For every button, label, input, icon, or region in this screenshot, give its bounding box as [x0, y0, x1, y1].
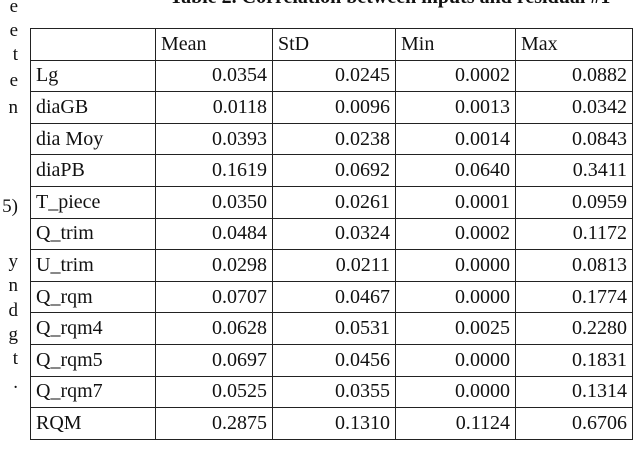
table-row: diaGB 0.0118 0.0096 0.0013 0.0342 — [30, 91, 633, 124]
table-cell: 0.1124 — [395, 407, 516, 440]
table: Mean StD Min Max Lg 0.0354 0.0245 0.0002 0.0882 d… — [30, 28, 633, 440]
table-cell: 0.1774 — [515, 280, 633, 314]
table-cell: 0.0118 — [155, 91, 273, 124]
row-label: Q_rqm5 — [30, 343, 156, 377]
row-label: Q_trim — [30, 217, 156, 251]
table-row: T_piece 0.0350 0.0261 0.0001 0.0959 — [30, 185, 633, 219]
table-cell: 0.1310 — [272, 407, 396, 440]
table-row: Q_rqm4 0.0628 0.0531 0.0025 0.2280 — [30, 312, 633, 345]
row-label: Q_rqm7 — [30, 375, 156, 409]
header-row: Mean StD Min Max — [30, 28, 633, 61]
table-cell: 0.0628 — [155, 312, 273, 345]
table-cell: 0.0238 — [272, 122, 396, 156]
row-label: Lg — [30, 59, 156, 93]
table-cell: 0.0211 — [272, 249, 396, 282]
table-cell: 0.0959 — [515, 185, 633, 219]
table-cell: 0.0882 — [515, 59, 633, 93]
table-cell: 0.0525 — [155, 375, 273, 409]
margin-fragment: . — [13, 372, 18, 393]
table-cell: 0.0245 — [272, 59, 396, 93]
column-header: Max — [515, 28, 633, 61]
table-row: U_trim 0.0298 0.0211 0.0000 0.0813 — [30, 249, 633, 282]
table-row: Q_rqm5 0.0697 0.0456 0.0000 0.1831 — [30, 343, 633, 377]
row-label: Q_rqm4 — [30, 312, 156, 345]
table-cell: 0.0000 — [395, 343, 516, 377]
table-row: Q_rqm7 0.0525 0.0355 0.0000 0.1314 — [30, 375, 633, 409]
table-cell: 0.0393 — [155, 122, 273, 156]
margin-fragment: y — [8, 251, 19, 272]
margin-fragment: d — [8, 300, 19, 321]
table-cell: 0.0342 — [515, 91, 633, 124]
margin-fragment: 5) — [2, 196, 18, 217]
table-cell: 0.0354 — [155, 59, 273, 93]
table-cell: 0.0001 — [395, 185, 516, 219]
table-cell: 0.0000 — [395, 280, 516, 314]
row-label: RQM — [30, 407, 156, 440]
row-label: dia Moy — [30, 122, 156, 156]
table-cell: 0.0324 — [272, 217, 396, 251]
table-cell: 0.1619 — [155, 154, 273, 187]
column-header: Mean — [155, 28, 273, 61]
table-cell: 0.0002 — [395, 217, 516, 251]
table-row: Q_rqm 0.0707 0.0467 0.0000 0.1774 — [30, 280, 633, 314]
table-cell: 0.0355 — [272, 375, 396, 409]
margin-fragment: e — [9, 20, 18, 41]
table-cell: 0.0707 — [155, 280, 273, 314]
table-row: diaPB 0.1619 0.0692 0.0640 0.3411 — [30, 154, 633, 187]
table-cell: 0.0813 — [515, 249, 633, 282]
table-cell: 0.0843 — [515, 122, 633, 156]
table-cell: 0.1172 — [515, 217, 633, 251]
table-cell: 0.0002 — [395, 59, 516, 93]
table-cell: 0.0025 — [395, 312, 516, 345]
table-cell: 0.0692 — [272, 154, 396, 187]
table-cell: 0.1314 — [515, 375, 633, 409]
table-cell: 0.0640 — [395, 154, 516, 187]
table-cell: 0.3411 — [515, 154, 633, 187]
table-cell: 0.0000 — [395, 375, 516, 409]
table-cell: 0.6706 — [515, 407, 633, 440]
table-cell: 0.0096 — [272, 91, 396, 124]
table-cell: 0.0000 — [395, 249, 516, 282]
margin-fragment: t — [12, 348, 18, 369]
table-cell: 0.2875 — [155, 407, 273, 440]
table-cell: 0.0261 — [272, 185, 396, 219]
margin-fragment: n — [8, 275, 19, 296]
row-label: T_piece — [30, 185, 156, 219]
margin-fragment: n — [8, 97, 19, 118]
column-header: StD — [272, 28, 396, 61]
table-row: Q_trim 0.0484 0.0324 0.0002 0.1172 — [30, 217, 633, 251]
row-label: diaGB — [30, 91, 156, 124]
column-header — [30, 28, 156, 61]
row-label: Q_rqm — [30, 280, 156, 314]
margin-fragment: t — [12, 44, 18, 65]
table-cell: 0.2280 — [515, 312, 633, 345]
table-cell: 0.0013 — [395, 91, 516, 124]
column-header: Min — [395, 28, 516, 61]
margin-fragment: e — [9, 70, 18, 91]
table-cell: 0.0456 — [272, 343, 396, 377]
table-cell: 0.0697 — [155, 343, 273, 377]
table-cell: 0.0531 — [272, 312, 396, 345]
margin-fragment: e — [9, 0, 18, 17]
table-row: Lg 0.0354 0.0245 0.0002 0.0882 — [30, 59, 633, 93]
table-title: Table 2. Correlation between inputs and … — [120, 0, 640, 9]
table-cell: 0.0014 — [395, 122, 516, 156]
table-cell: 0.0350 — [155, 185, 273, 219]
row-label: U_trim — [30, 249, 156, 282]
table-cell: 0.0467 — [272, 280, 396, 314]
margin-fragment: g — [8, 324, 19, 345]
table-cell: 0.0484 — [155, 217, 273, 251]
table-cell: 0.1831 — [515, 343, 633, 377]
row-label: diaPB — [30, 154, 156, 187]
table-row: RQM 0.2875 0.1310 0.1124 0.6706 — [30, 407, 633, 440]
table-cell: 0.0298 — [155, 249, 273, 282]
table-row: dia Moy 0.0393 0.0238 0.0014 0.0843 — [30, 122, 633, 156]
